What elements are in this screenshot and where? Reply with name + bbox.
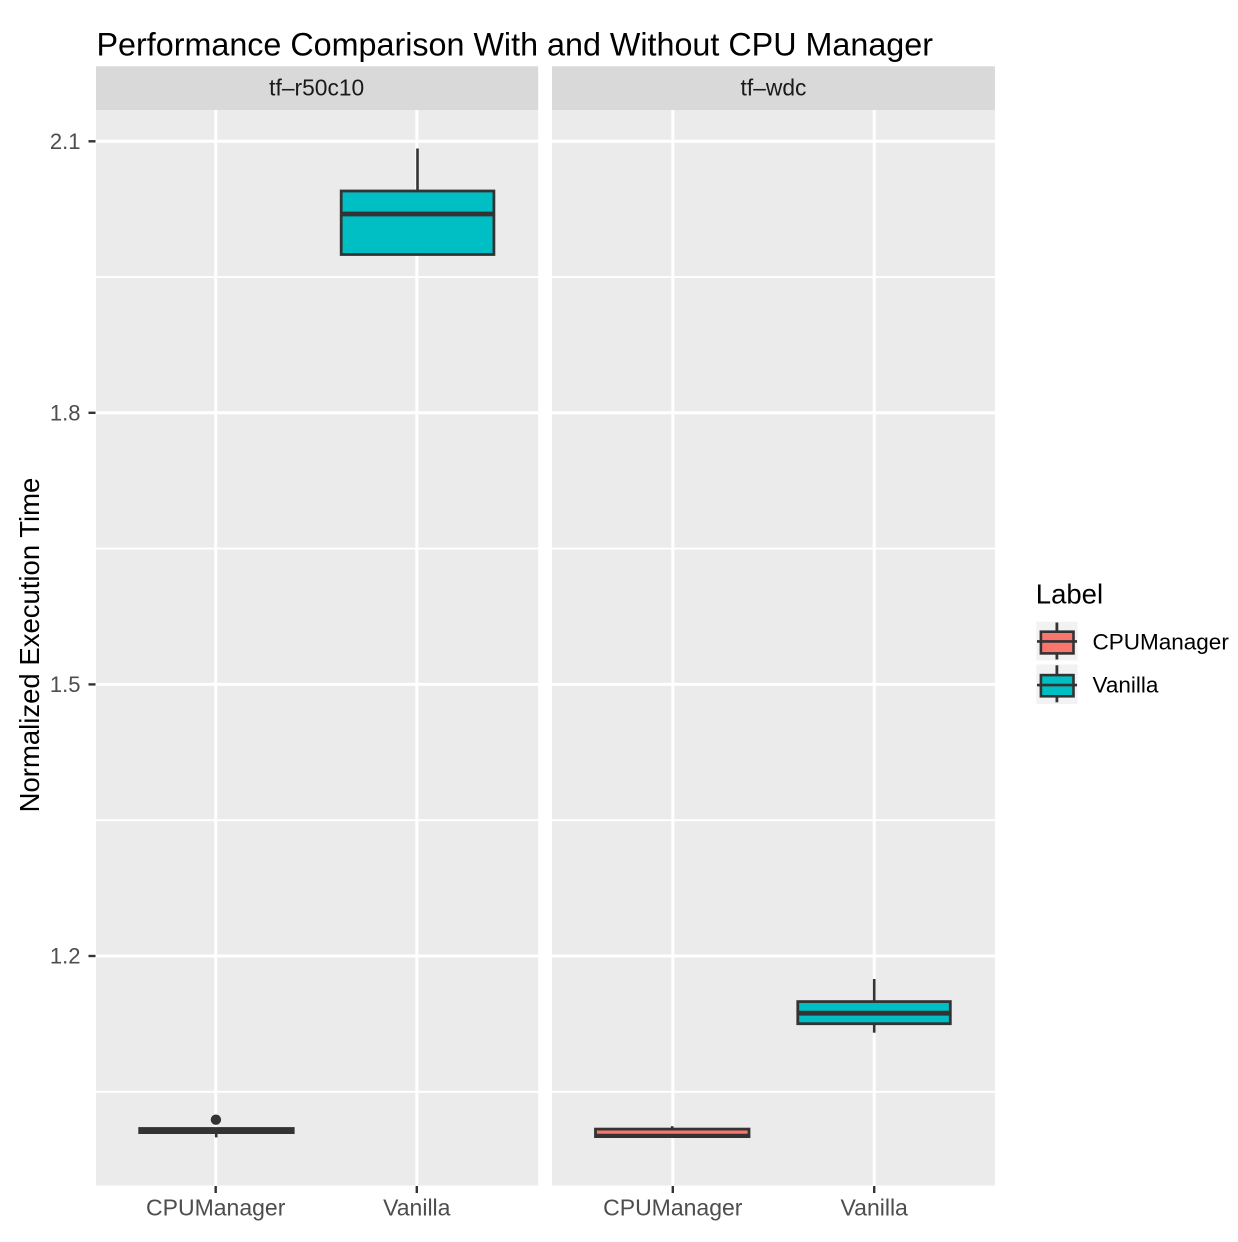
svg-text:Label: Label <box>1036 578 1103 609</box>
svg-text:2.1: 2.1 <box>50 129 81 154</box>
svg-text:1.8: 1.8 <box>50 400 81 425</box>
svg-text:Vanilla: Vanilla <box>383 1194 451 1220</box>
svg-text:CPUManager: CPUManager <box>603 1194 743 1220</box>
svg-text:tf–wdc: tf–wdc <box>741 74 807 100</box>
svg-text:Normalized Execution Time: Normalized Execution Time <box>14 478 45 813</box>
svg-text:Vanilla: Vanilla <box>1093 673 1159 698</box>
svg-text:1.5: 1.5 <box>50 672 81 697</box>
svg-text:CPUManager: CPUManager <box>1093 630 1230 655</box>
svg-text:tf–r50c10: tf–r50c10 <box>269 74 364 100</box>
svg-text:1.2: 1.2 <box>50 944 81 969</box>
svg-text:Performance Comparison With an: Performance Comparison With and Without … <box>97 27 934 63</box>
svg-text:Vanilla: Vanilla <box>841 1194 909 1220</box>
svg-text:CPUManager: CPUManager <box>146 1194 286 1220</box>
